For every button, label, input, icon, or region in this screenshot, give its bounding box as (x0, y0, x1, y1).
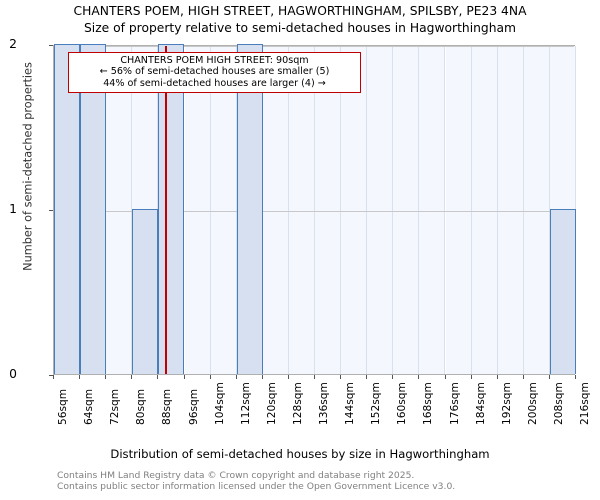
y-tick-mark (49, 375, 53, 376)
property-marker-line (164, 46, 167, 374)
y-tick-mark (49, 210, 53, 211)
x-tick-label: 80sqm (135, 388, 148, 425)
x-tick-label: 96sqm (187, 388, 200, 425)
footer-attribution: Contains HM Land Registry data © Crown c… (57, 470, 597, 492)
x-axis-ticks: 56sqm 64sqm 72sqm 80sqm 88sqm 96sqm 104sqm 112s… (0, 377, 600, 447)
x-tick-label: 144sqm (344, 382, 357, 425)
chart-bin-cell (288, 46, 315, 374)
gridline (54, 46, 574, 47)
chart-bin-cell (523, 46, 550, 374)
x-tick-label: 64sqm (83, 388, 96, 425)
x-tick-label: 128sqm (291, 382, 304, 425)
x-tick-mark (366, 375, 368, 379)
gridline (54, 211, 574, 212)
chart-bin-cell (184, 46, 211, 374)
chart-bin-cell (315, 46, 342, 374)
title-line-1: CHANTERS POEM, HIGH STREET, HAGWORTHINGH… (73, 4, 527, 18)
x-tick-mark (183, 375, 185, 379)
x-tick-mark (340, 375, 342, 379)
chart-plot-area: CHANTERS POEM HIGH STREET: 90sqm ← 56% o… (53, 44, 576, 375)
x-tick-mark (522, 375, 524, 379)
annotation-line-2: ← 56% of semi-detached houses are smalle… (99, 66, 330, 78)
title-line-2: Size of property relative to semi-detach… (83, 21, 517, 35)
x-tick-label: 200sqm (526, 382, 539, 425)
page-title: CHANTERS POEM, HIGH STREET, HAGWORTHINGH… (0, 0, 600, 36)
x-tick-label: 56sqm (57, 388, 69, 425)
x-tick-mark (131, 375, 133, 379)
chart-bar (132, 209, 159, 374)
x-tick-label: 176sqm (448, 382, 461, 425)
footer-line-2: Contains public sector information licen… (57, 481, 456, 492)
x-tick-label: 192sqm (500, 382, 513, 425)
chart-bin-cell (262, 46, 289, 374)
y-tick-label: 2 (9, 37, 17, 51)
annotation-box: CHANTERS POEM HIGH STREET: 90sqm ← 56% o… (68, 52, 361, 94)
x-tick-label: 104sqm (213, 382, 226, 425)
chart-bar (236, 44, 263, 374)
x-tick-mark (548, 375, 550, 379)
x-tick-label: 160sqm (396, 382, 409, 425)
x-tick-mark (575, 375, 576, 379)
x-tick-mark (209, 375, 211, 379)
x-tick-label: 112sqm (239, 382, 252, 425)
x-axis-label: Distribution of semi-detached houses by … (110, 447, 490, 461)
chart-bin-cell (210, 46, 237, 374)
x-tick-mark (53, 375, 54, 379)
x-tick-label: 120sqm (265, 382, 278, 425)
chart-bin-cell (367, 46, 394, 374)
x-tick-mark (314, 375, 315, 379)
chart-bin-cell (445, 46, 472, 374)
chart-bin-cell (106, 46, 133, 374)
chart-bin-cell (471, 46, 498, 374)
x-tick-mark (261, 375, 263, 379)
chart-bar (158, 44, 185, 374)
x-tick-label: 216sqm (579, 382, 591, 425)
chart-bin-cell (419, 46, 446, 374)
x-tick-mark (470, 375, 472, 379)
x-tick-mark (157, 375, 159, 379)
x-tick-label: 152sqm (370, 382, 383, 425)
x-tick-label: 72sqm (109, 388, 122, 425)
x-tick-mark (444, 375, 446, 379)
x-tick-mark (105, 375, 107, 379)
x-tick-label: 168sqm (422, 382, 435, 425)
x-tick-label: 208sqm (552, 382, 565, 425)
x-tick-label: 88sqm (161, 388, 174, 425)
chart-bar (80, 44, 107, 374)
y-tick-label: 1 (9, 202, 17, 216)
x-tick-label: 136sqm (318, 382, 330, 425)
x-tick-mark (79, 375, 81, 379)
x-tick-mark (287, 375, 289, 379)
chart-bar (549, 209, 576, 374)
x-tick-mark (496, 375, 498, 379)
y-tick-mark (49, 45, 53, 46)
x-tick-mark (418, 375, 420, 379)
annotation-line-1: CHANTERS POEM HIGH STREET: 90sqm (120, 55, 309, 66)
x-tick-label: 184sqm (474, 382, 487, 425)
chart-bin-cell (341, 46, 368, 374)
x-tick-mark (235, 375, 237, 379)
y-tick-label: 0 (9, 367, 17, 381)
y-axis-label: Number of semi-detached properties (21, 62, 35, 271)
chart-bin-cell (497, 46, 524, 374)
x-tick-mark (392, 375, 394, 379)
chart-bar (54, 44, 81, 374)
chart-bin-cell (393, 46, 420, 374)
annotation-line-3: 44% of semi-detached houses are larger (… (103, 77, 326, 89)
footer-line-1: Contains HM Land Registry data © Crown c… (57, 470, 415, 481)
